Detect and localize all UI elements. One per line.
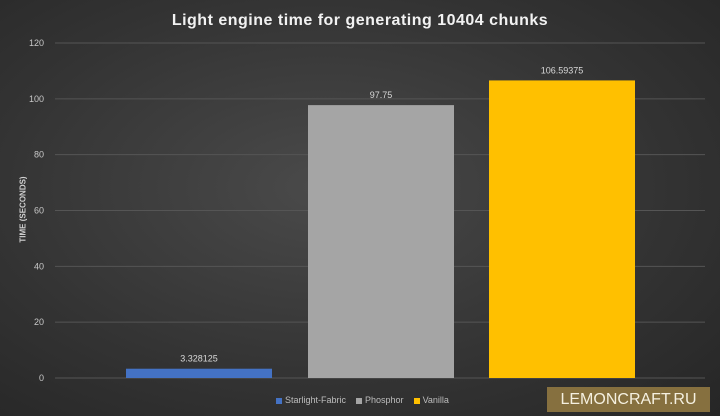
y-tick-label: 80 xyxy=(34,150,44,160)
y-tick-label: 120 xyxy=(29,38,44,48)
bar-vanilla xyxy=(489,80,635,378)
watermark: LEMONCRAFT.RU xyxy=(547,387,710,412)
chart-title: Light engine time for generating 10404 c… xyxy=(171,12,549,29)
legend-item-starlight: Starlight-Fabric xyxy=(276,395,346,405)
y-tick-label: 100 xyxy=(29,94,44,104)
y-tick-label: 0 xyxy=(39,373,44,383)
y-tick-label: 20 xyxy=(34,317,44,327)
data-label: 97.75 xyxy=(370,90,393,100)
bar-phosphor xyxy=(308,105,454,378)
bar-starlight-fabric xyxy=(126,368,272,378)
data-label: 3.328125 xyxy=(180,354,218,364)
y-tick-label: 40 xyxy=(34,261,44,271)
data-label: 106.59375 xyxy=(541,65,584,75)
legend-item-vanilla: Vanilla xyxy=(413,395,449,405)
legend-item-phosphor: Phosphor xyxy=(356,395,404,405)
legend: Starlight-Fabric Phosphor Vanilla xyxy=(276,395,449,405)
y-tick-label: 60 xyxy=(34,206,44,216)
